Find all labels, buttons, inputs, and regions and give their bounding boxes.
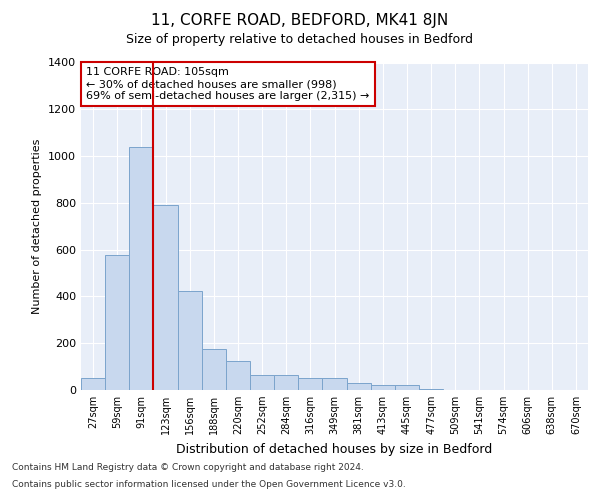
Bar [347,383,371,390]
Bar [202,349,226,390]
Text: Size of property relative to detached houses in Bedford: Size of property relative to detached ho… [127,32,473,46]
Bar [419,389,443,390]
Bar [322,378,347,390]
Bar [81,378,105,390]
Text: 11, CORFE ROAD, BEDFORD, MK41 8JN: 11, CORFE ROAD, BEDFORD, MK41 8JN [151,12,449,28]
Y-axis label: Number of detached properties: Number of detached properties [32,138,43,314]
Bar [226,361,250,390]
Bar [105,256,129,390]
Bar [129,146,154,390]
Bar [154,205,178,390]
Text: 11 CORFE ROAD: 105sqm
← 30% of detached houses are smaller (998)
69% of semi-det: 11 CORFE ROAD: 105sqm ← 30% of detached … [86,68,370,100]
Bar [274,375,298,390]
Bar [250,375,274,390]
Text: Contains HM Land Registry data © Crown copyright and database right 2024.: Contains HM Land Registry data © Crown c… [12,462,364,471]
Bar [298,378,322,390]
X-axis label: Distribution of detached houses by size in Bedford: Distribution of detached houses by size … [176,442,493,456]
Bar [371,386,395,390]
Bar [395,386,419,390]
Bar [178,290,202,390]
Text: Contains public sector information licensed under the Open Government Licence v3: Contains public sector information licen… [12,480,406,489]
